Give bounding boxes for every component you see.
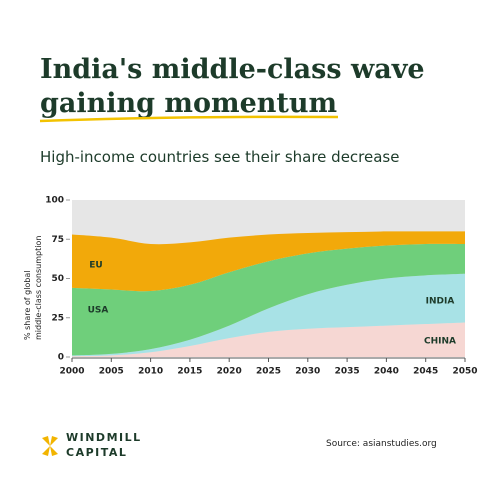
y-tick-label: 25 — [51, 313, 64, 323]
subtitle: High-income countries see their share de… — [40, 148, 399, 166]
source: Source: asianstudies.org — [326, 439, 437, 449]
underline — [39, 115, 339, 123]
x-tick-label: 2030 — [295, 367, 320, 377]
area — [72, 243, 465, 356]
logo-icon — [42, 436, 58, 456]
y-axis-label: middle-class consumption — [34, 236, 43, 340]
series-label: CHINA — [424, 337, 456, 347]
y-tick-label: 50 — [51, 274, 64, 284]
y-tick-label: 0 — [58, 353, 64, 363]
area — [72, 231, 465, 292]
series-label: USA — [88, 306, 109, 316]
plot: CHINA INDIA USA EU 0 25 50 75 100 2000 2005 2010 201… — [45, 196, 477, 377]
title-line: gaining momentum — [40, 88, 337, 119]
series-label: EU — [89, 261, 102, 271]
logo-text: WINDMILL — [66, 431, 142, 444]
x-tick-label: 2035 — [335, 367, 360, 377]
x-tick-label: 2010 — [138, 367, 163, 377]
title-line: India's middle-class wave — [40, 54, 425, 85]
y-tick-label: 100 — [45, 196, 64, 206]
x-tick-label: 2005 — [99, 367, 124, 377]
x-tick-label: 2050 — [452, 367, 477, 377]
logo-text: CAPITAL — [66, 446, 127, 459]
x-tick-label: 2000 — [59, 367, 84, 377]
series-label: INDIA — [426, 297, 455, 307]
x-tick-label: 2045 — [413, 367, 438, 377]
x-tick-label: 2015 — [177, 367, 202, 377]
area — [72, 273, 465, 357]
y-axis-label: % share of global — [23, 270, 32, 340]
area — [72, 322, 465, 357]
x-tick-label: 2040 — [374, 367, 399, 377]
x-tick-label: 2020 — [217, 367, 242, 377]
x-tick-label: 2025 — [256, 367, 281, 377]
y-tick-label: 75 — [51, 235, 64, 245]
